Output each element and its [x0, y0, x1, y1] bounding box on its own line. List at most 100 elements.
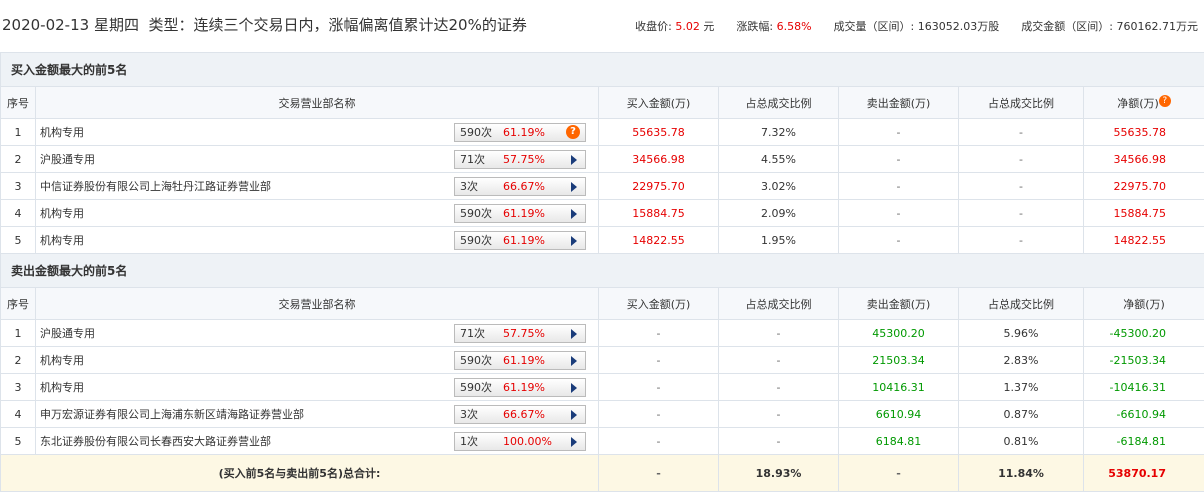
data-row: 1 机构专用 590次 61.19%? 55635.78 7.32% - -55635.78 [0, 118, 1204, 146]
rank: 1 [0, 118, 36, 146]
cell-net: -21503.34 [1083, 346, 1204, 374]
cell-sell-ratio: 0.81% [958, 427, 1084, 455]
help-icon[interactable]: ? [1158, 94, 1171, 107]
column-label: 买入金额(万) [626, 96, 691, 110]
stat-label: 涨跌幅: [736, 20, 774, 33]
header-row: 序号 交易营业部名称 买入金额(万) 占总成交比例 卖出金额(万) 占总成交比例 净额(万) [0, 287, 1204, 320]
stat-value: 163052.03万股 [917, 20, 1000, 33]
cell-sell: - [838, 118, 959, 146]
cell-net: -6610.94 [1083, 400, 1204, 428]
count: 1次 [460, 435, 478, 448]
stats-badge[interactable]: 590次 61.19% [454, 378, 586, 397]
column-label: 卖出金额(万) [866, 96, 931, 110]
column-label: 占总成交比例 [745, 96, 812, 110]
data-row: 3 机构专用 590次 61.19% - -10416.31 1.37% -10416.31 [0, 373, 1204, 401]
cell-sell: 6184.81 [838, 427, 959, 455]
cell-net: -10416.31 [1083, 373, 1204, 401]
stats-badge[interactable]: 1次 100.00% [454, 432, 586, 451]
cell-buy-ratio: 7.32% [718, 118, 839, 146]
cell-buy: - [598, 319, 719, 347]
name-cell: 机构专用 590次 61.19% [35, 346, 599, 374]
column-header: 序号 [0, 86, 36, 119]
total-buy-ratio: 18.93% [718, 454, 839, 492]
stats-badge[interactable]: 590次 61.19%? [454, 123, 586, 142]
count: 3次 [460, 180, 478, 193]
header-row: 序号 交易营业部名称 买入金额(万) 占总成交比例 卖出金额(万) 占总成交比例 净额(万)… [0, 86, 1204, 119]
column-label: 净额(万) [1123, 297, 1165, 311]
header: 2020-02-13 星期四 类型：连续三个交易日内，涨幅偏离值累计达20%的证… [0, 0, 1204, 52]
cell-buy: 34566.98 [598, 145, 719, 173]
stats-badge[interactable]: 3次 66.67% [454, 177, 586, 196]
cell-sell-ratio: - [958, 199, 1084, 227]
stat-value: 760162.71万元 [1116, 20, 1199, 33]
column-header: 买入金额(万) [598, 287, 719, 320]
data-row: 1 沪股通专用 71次 57.75% - -45300.20 5.96% -45300.20 [0, 319, 1204, 347]
stats-badge[interactable]: 590次 61.19% [454, 231, 586, 250]
stats-badge[interactable]: 590次 61.19% [454, 351, 586, 370]
cell-buy: - [598, 373, 719, 401]
stats-badge[interactable]: 590次 61.19% [454, 204, 586, 223]
section-title-row: 买入金额最大的前5名 [0, 52, 1204, 87]
arrow-icon [571, 182, 577, 192]
rank: 5 [0, 427, 36, 455]
stats-badge[interactable]: 3次 66.67% [454, 405, 586, 424]
column-header: 占总成交比例 [718, 86, 839, 119]
rate: 66.67% [503, 180, 545, 193]
data-row: 4 申万宏源证券有限公司上海浦东新区靖海路证券营业部 3次 66.67% - -6610.… [0, 400, 1204, 428]
cell-buy: 15884.75 [598, 199, 719, 227]
column-header: 占总成交比例 [958, 86, 1084, 119]
name-cell: 中信证券股份有限公司上海牡丹江路证券营业部 3次 66.67% [35, 172, 599, 200]
branch-name: 东北证券股份有限公司长春西安大路证券营业部 [40, 435, 271, 448]
cell-sell-ratio: 2.83% [958, 346, 1084, 374]
branch-name: 沪股通专用 [40, 327, 95, 340]
name-cell: 机构专用 590次 61.19% [35, 226, 599, 254]
name-cell: 东北证券股份有限公司长春西安大路证券营业部 1次 100.00% [35, 427, 599, 455]
stats: 收盘价: 5.02 元 涨跌幅: 6.58% 成交量（区间）: 163052.03万… [613, 18, 1198, 34]
count: 590次 [460, 234, 492, 247]
total-label: (买入前5名与卖出前5名)总合计: [0, 454, 599, 492]
stat-label: 成交金额（区间）: [1021, 20, 1113, 33]
data-row: 2 沪股通专用 71次 57.75% 34566.98 4.55% - -34566.98 [0, 145, 1204, 173]
count: 71次 [460, 327, 485, 340]
column-label: 占总成交比例 [988, 297, 1054, 311]
cell-sell-ratio: - [958, 145, 1084, 173]
column-label: 序号 [7, 96, 29, 110]
cell-buy-ratio: 4.55% [718, 145, 839, 173]
arrow-icon [571, 236, 577, 246]
rank: 3 [0, 373, 36, 401]
table: 买入金额最大的前5名 序号 交易营业部名称 买入金额(万) 占总成交比例 卖出金额(万) 占… [0, 52, 1204, 492]
column-label: 买入金额(万) [626, 297, 691, 311]
cell-buy-ratio: 3.02% [718, 172, 839, 200]
cell-sell: 6610.94 [838, 400, 959, 428]
cell-buy: 22975.70 [598, 172, 719, 200]
cell-sell: - [838, 145, 959, 173]
column-header: 卖出金额(万) [838, 287, 959, 320]
stat: 涨跌幅: 6.58% [736, 20, 811, 33]
column-header: 交易营业部名称 [35, 287, 599, 320]
arrow-icon [571, 383, 577, 393]
cell-buy: - [598, 400, 719, 428]
column-header: 交易营业部名称 [35, 86, 599, 119]
stat-label: 成交量（区间）: [833, 20, 915, 33]
help-icon: ? [566, 125, 580, 139]
stats-badge[interactable]: 71次 57.75% [454, 150, 586, 169]
column-header: 净额(万)? [1083, 86, 1204, 119]
column-header: 卖出金额(万) [838, 86, 959, 119]
name-cell: 机构专用 590次 61.19% [35, 373, 599, 401]
cell-sell-ratio: - [958, 118, 1084, 146]
rate: 57.75% [503, 153, 545, 166]
cell-net: 55635.78 [1083, 118, 1204, 146]
stats-badge[interactable]: 71次 57.75% [454, 324, 586, 343]
total-row: (买入前5名与卖出前5名)总合计: -18.93% -11.84% 53870.17 [0, 454, 1204, 492]
column-header: 净额(万) [1083, 287, 1204, 320]
cell-sell-ratio: - [958, 172, 1084, 200]
stat-value: 6.58% [776, 20, 812, 33]
name-cell: 沪股通专用 71次 57.75% [35, 319, 599, 347]
cell-buy-ratio: 1.95% [718, 226, 839, 254]
cell-sell-ratio: 1.37% [958, 373, 1084, 401]
count: 590次 [460, 381, 492, 394]
section-title: 买入金额最大的前5名 [0, 52, 1204, 87]
type: 类型：连续三个交易日内，涨幅偏离值累计达20%的证券 [148, 16, 527, 34]
column-header: 占总成交比例 [958, 287, 1084, 320]
column-header: 序号 [0, 287, 36, 320]
